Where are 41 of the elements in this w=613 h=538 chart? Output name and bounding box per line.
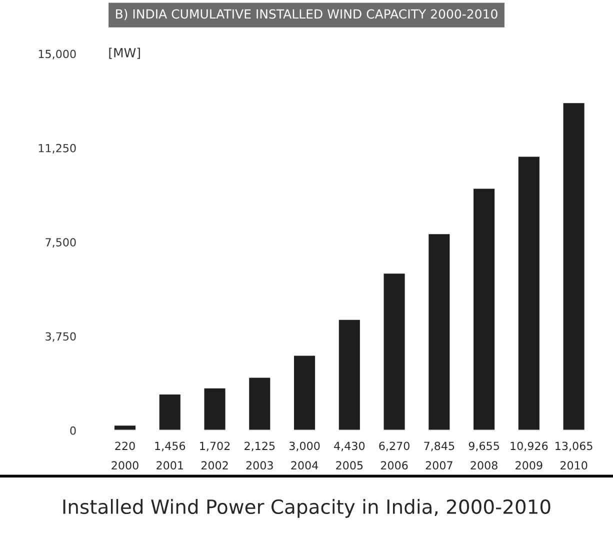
x-tick-label: 2001 <box>156 461 183 470</box>
bar <box>472 187 496 430</box>
x-tick-label: 2003 <box>246 461 273 470</box>
data-label: 4,430 <box>334 442 365 452</box>
x-tick-label: 2000 <box>112 461 138 470</box>
data-label: 2,125 <box>244 442 275 452</box>
x-tick-label: 2002 <box>201 461 228 470</box>
data-label: 220 <box>115 442 135 450</box>
x-tick-label: 2008 <box>470 461 498 470</box>
data-label: 3,000 <box>289 442 320 452</box>
bar <box>517 155 541 430</box>
data-label: 1,456 <box>155 442 186 452</box>
x-tick-label: 2006 <box>380 461 408 470</box>
data-label: 1,702 <box>200 442 230 452</box>
bar <box>248 376 272 430</box>
x-tick-label: 2004 <box>291 461 318 470</box>
y-tick-label: 3,750 <box>46 332 76 342</box>
x-tick-label: 2009 <box>516 461 542 470</box>
chart-title: B) INDIA CUMULATIVE INSTALLED WIND CAPACITY 2000-2010 <box>116 9 498 20</box>
data-label: 13,065 <box>556 442 592 452</box>
bar <box>292 354 316 430</box>
data-label: 7,845 <box>424 442 454 452</box>
bar <box>562 102 586 430</box>
bar <box>158 393 182 430</box>
y-tick-label: 7,500 <box>46 238 76 248</box>
x-tick-label: 2010 <box>560 461 588 470</box>
bar <box>202 386 227 430</box>
y-axis-title: [MW] <box>109 48 140 59</box>
data-label: 6,270 <box>379 442 410 452</box>
bar <box>382 272 406 430</box>
text: Installed Wind Power Capacity in India, 2000-2010 <box>63 499 550 518</box>
bar <box>337 318 362 430</box>
y-tick-label: 15,000 <box>38 50 76 60</box>
x-tick-label: 2007 <box>426 461 452 470</box>
x-tick-label: 2005 <box>336 461 363 470</box>
y-tick-label: 0 <box>70 426 76 435</box>
data-label: 9,655 <box>468 442 499 452</box>
y-tick-label: 11,250 <box>38 144 76 154</box>
data-label: 10,926 <box>510 442 548 452</box>
bar <box>427 232 452 430</box>
bar <box>113 424 137 430</box>
